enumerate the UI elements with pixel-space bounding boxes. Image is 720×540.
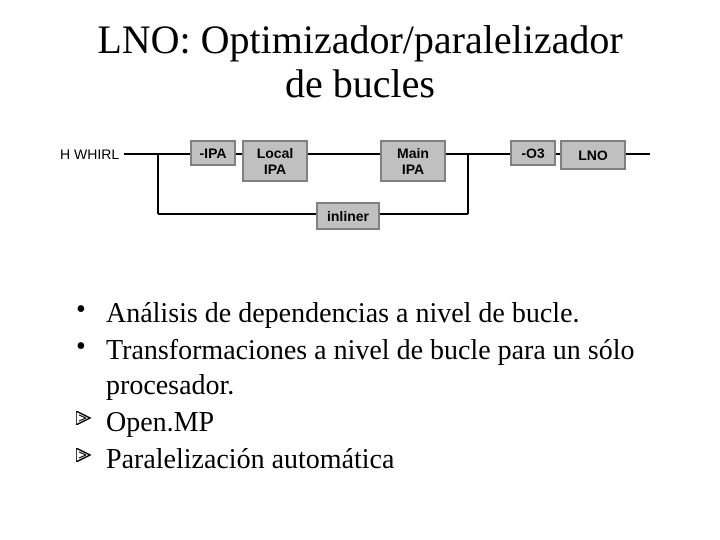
bullet-item: Paralelización automática [76,442,656,477]
bullet-text: Open.MP [106,405,656,440]
pipeline-diagram: H WHIRL -IPA Local IPA Main IPA -O3 LNO … [60,140,660,260]
o3-flag-box: -O3 [510,140,556,166]
bullet-dot-icon [76,296,106,324]
title-line-1: LNO: Optimizador/paralelizador [97,17,622,62]
slide-title: LNO: Optimizador/paralelizador de bucles [0,18,720,106]
bullet-list: Análisis de dependencias a nivel de bucl… [76,296,656,479]
bullet-item: Transformaciones a nivel de bucle para u… [76,333,656,403]
bullet-dot-icon [76,333,106,361]
main-ipa-box: Main IPA [380,140,446,182]
bullet-item: Análisis de dependencias a nivel de bucl… [76,296,656,331]
bullet-text: Transformaciones a nivel de bucle para u… [106,333,656,403]
bullet-item: Open.MP [76,405,656,440]
bullet-triangle-icon [76,405,106,425]
hwhirl-label: H WHIRL [60,146,119,162]
bullet-text: Paralelización automática [106,442,656,477]
slide: LNO: Optimizador/paralelizador de bucles… [0,0,720,540]
bullet-text: Análisis de dependencias a nivel de bucl… [106,296,656,331]
title-line-2: de bucles [285,61,435,106]
bullet-triangle-icon [76,442,106,462]
lno-box: LNO [560,140,626,170]
ipa-flag-box: -IPA [190,140,236,166]
inliner-box: inliner [316,202,380,230]
local-ipa-box: Local IPA [242,140,308,182]
